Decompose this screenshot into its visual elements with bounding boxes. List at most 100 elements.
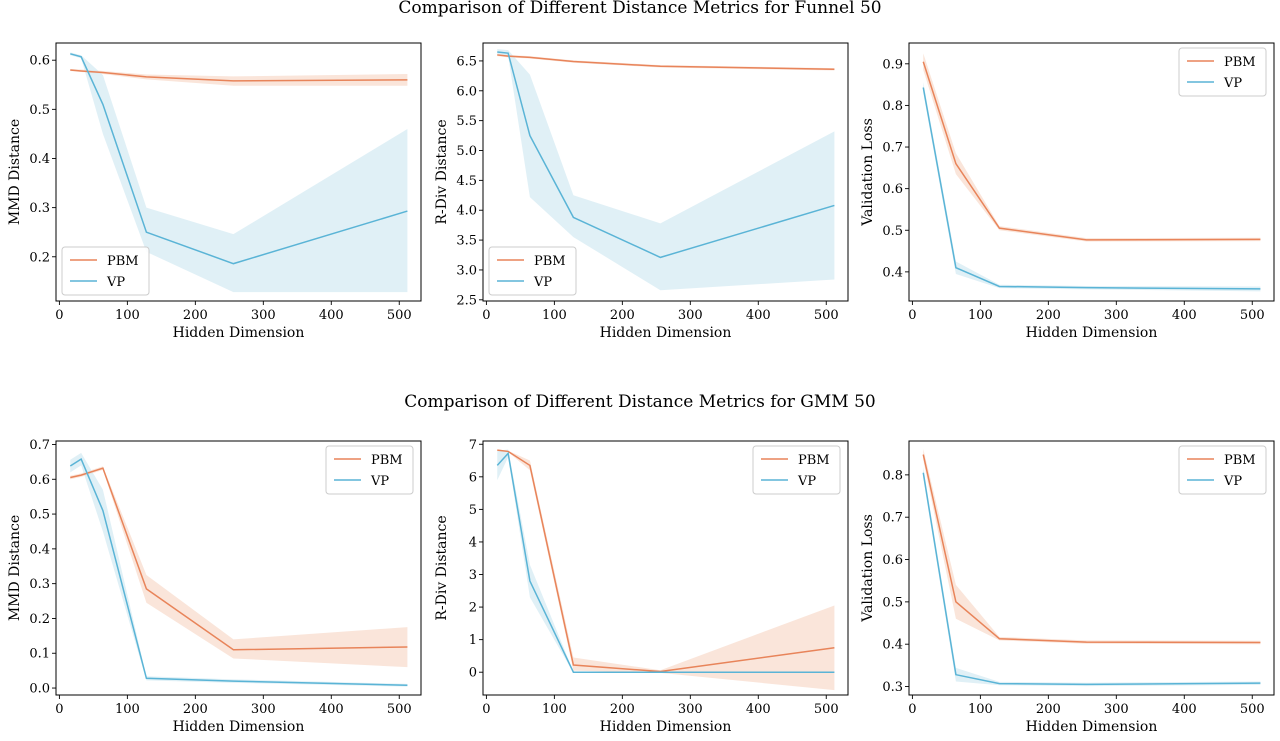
legend-box (325, 445, 414, 495)
y-tick-label: 7 (469, 438, 477, 453)
y-axis-label: MMD Distance (7, 119, 23, 225)
line-vp (69, 457, 408, 687)
plot-area (922, 449, 1261, 687)
band-vp (923, 467, 1261, 687)
line-pbm (70, 467, 408, 651)
y-tick-label: 0.6 (882, 182, 903, 197)
y-axis-label: R-Div Distance (434, 119, 450, 224)
legend-box (752, 445, 841, 495)
x-tick-label: 300 (678, 308, 703, 323)
x-tick-label: 0 (482, 702, 490, 717)
line-vp (496, 451, 835, 673)
y-tick-label: 0.4 (882, 638, 903, 653)
subplot-5: 0 100 200 300 400 500 0.3 0.4 0.5 0.6 0.7 0.8 Hidden… (860, 440, 1275, 735)
y-tick-label: 5.0 (456, 144, 477, 159)
x-axis-label: Hidden Dimension (600, 325, 732, 341)
x-tick-label: 300 (1104, 702, 1129, 717)
legend-label-vp: VP (1223, 474, 1242, 489)
y-tick-label: 0.4 (882, 265, 903, 280)
band-pbm (70, 69, 408, 86)
y-tick-label: 0.2 (29, 612, 50, 627)
x-tick-label: 400 (319, 702, 344, 717)
subplot-1: 0 100 200 300 400 500 2.5 3.0 3.5 4.0 4.5 5.0 5.5 6.0… (434, 42, 849, 341)
subplot-4: 0 100 200 300 400 500 0 1 2 3 4 5 6 7 Hidden Dimension… (434, 438, 849, 735)
y-axis-label: Validation Loss (860, 514, 876, 623)
line-vp (497, 51, 835, 259)
y-tick-label: 4.5 (456, 174, 477, 189)
legend-box (1178, 445, 1267, 495)
x-tick-label: 300 (678, 702, 703, 717)
x-tick-label: 0 (908, 308, 916, 323)
plot-area (496, 449, 835, 691)
y-tick-label: 0.1 (29, 647, 50, 662)
x-tick-label: 500 (387, 702, 412, 717)
legend-label-pbm: PBM (1224, 453, 1256, 468)
line-vp (70, 53, 408, 265)
y-tick-label: 0.5 (29, 508, 50, 523)
y-tick-label: 0.6 (29, 473, 50, 488)
plot-area (922, 53, 1261, 292)
y-tick-label: 5.5 (456, 114, 477, 129)
line-vp (922, 472, 1261, 686)
legend-label-pbm: PBM (107, 254, 139, 269)
legend-label-pbm: PBM (798, 453, 830, 468)
y-tick-label: 2 (469, 601, 477, 616)
y-tick-label: 0.7 (882, 511, 903, 526)
legend: PBM VP (752, 445, 841, 495)
y-tick-label: 0.3 (882, 680, 903, 695)
y-tick-label: 0.7 (29, 438, 50, 453)
legend-label-vp: VP (533, 275, 552, 290)
x-tick-label: 100 (968, 308, 993, 323)
band-vp (923, 82, 1261, 292)
legend: PBM VP (61, 246, 150, 296)
axes-frame (908, 42, 1275, 302)
legend-label-vp: VP (106, 275, 125, 290)
y-axis-label: R-Div Distance (434, 515, 450, 620)
y-tick-label: 0.6 (882, 553, 903, 568)
x-tick-label: 400 (1172, 308, 1197, 323)
x-axis-label: Hidden Dimension (1026, 719, 1158, 735)
x-axis-label: Hidden Dimension (1026, 325, 1158, 341)
x-tick-label: 200 (1036, 702, 1061, 717)
x-tick-label: 500 (814, 702, 839, 717)
line-pbm (922, 454, 1261, 644)
x-tick-label: 200 (183, 308, 208, 323)
y-tick-label: 4.0 (456, 204, 477, 219)
legend-label-vp: VP (370, 474, 389, 489)
y-tick-label: 0.4 (29, 542, 50, 557)
axes-frame (55, 42, 422, 302)
x-tick-label: 400 (746, 308, 771, 323)
legend: PBM VP (1178, 445, 1267, 495)
x-tick-label: 200 (610, 308, 635, 323)
x-axis-label: Hidden Dimension (173, 325, 305, 341)
line-pbm (497, 54, 835, 71)
x-tick-label: 100 (115, 702, 140, 717)
y-tick-label: 0.3 (29, 577, 50, 592)
x-tick-label: 200 (183, 702, 208, 717)
y-tick-label: 0.0 (29, 682, 50, 697)
y-tick-label: 0.8 (882, 99, 903, 114)
y-tick-label: 0.7 (882, 141, 903, 156)
legend: PBM VP (325, 445, 414, 495)
x-tick-label: 300 (1104, 308, 1129, 323)
y-tick-label: 0.6 (29, 54, 50, 69)
y-tick-label: 1 (469, 633, 477, 648)
x-tick-label: 0 (908, 702, 916, 717)
band-vp (70, 52, 408, 293)
line-pbm (922, 61, 1261, 241)
legend: PBM VP (1178, 47, 1267, 97)
legend-label-pbm: PBM (371, 453, 403, 468)
x-tick-label: 300 (251, 308, 276, 323)
subplot-3: 0 100 200 300 400 500 0.0 0.1 0.2 0.3 0.4 0.5 0.6 0.7… (7, 438, 422, 735)
axes-frame (55, 440, 422, 696)
x-tick-label: 100 (542, 308, 567, 323)
y-tick-label: 0 (469, 666, 477, 681)
y-tick-label: 0.5 (882, 595, 903, 610)
y-axis-label: MMD Distance (7, 515, 23, 621)
x-tick-label: 500 (1240, 308, 1265, 323)
x-tick-label: 300 (251, 702, 276, 717)
x-axis-label: Hidden Dimension (600, 719, 732, 735)
x-tick-label: 0 (482, 308, 490, 323)
plot-area (69, 452, 408, 687)
y-tick-label: 0.9 (882, 57, 903, 72)
